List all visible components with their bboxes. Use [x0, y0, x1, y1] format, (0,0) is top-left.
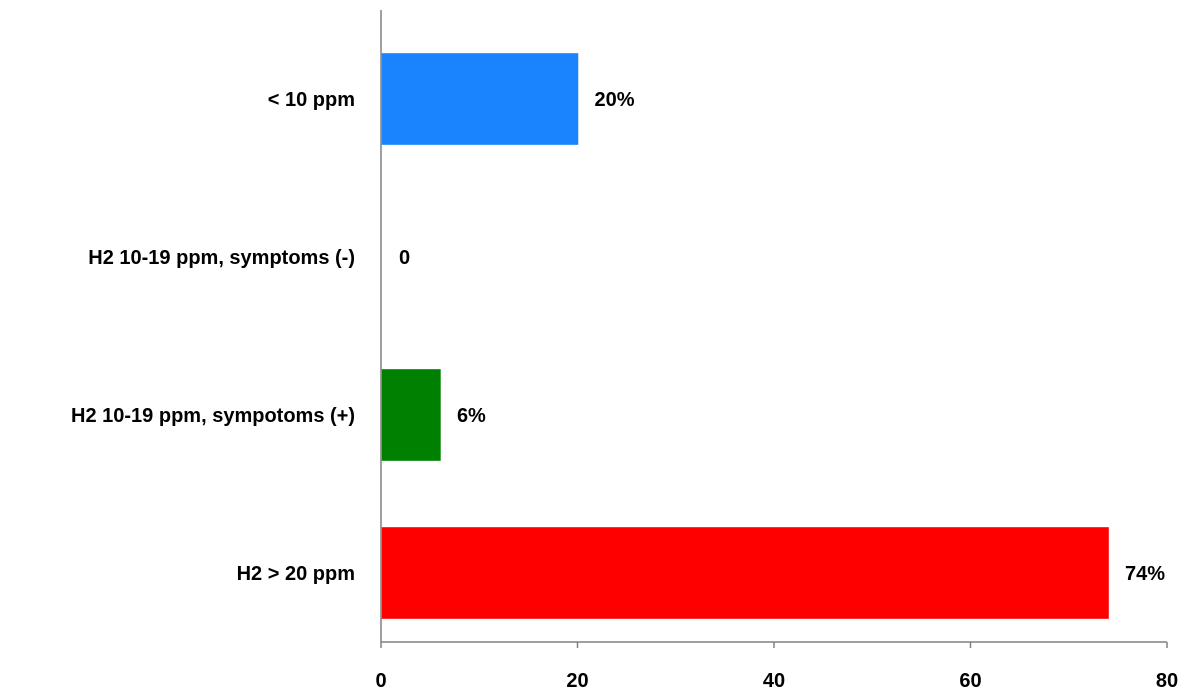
data-label-4: 74% — [1125, 563, 1165, 585]
category-label-4: H2 > 20 ppm — [237, 563, 355, 585]
category-label-3: H2 10-19 ppm, sympotoms (+) — [71, 405, 355, 427]
x-tick-label-4: 60 — [959, 670, 981, 692]
x-tick-label-3: 40 — [763, 670, 785, 692]
ticks-layer: 0 20 40 60 80 — [375, 642, 1178, 692]
x-tick-label-5: 80 — [1156, 670, 1178, 692]
x-tick-label-1: 0 — [375, 670, 386, 692]
category-label-2: H2 10-19 ppm, symptoms (-) — [88, 247, 355, 269]
data-label-2: 0 — [399, 247, 410, 269]
bar-4 — [381, 527, 1109, 619]
bar-1 — [381, 53, 579, 145]
category-label-1: < 10 ppm — [268, 89, 355, 111]
data-label-3: 6% — [457, 405, 486, 427]
bars-layer — [381, 53, 1109, 619]
x-tick-label-2: 20 — [566, 670, 588, 692]
labels-layer: < 10 ppm 20% H2 10-19 ppm, symptoms (-) 0 H2… — [71, 89, 1165, 585]
bar-3 — [381, 369, 441, 461]
data-label-1: 20% — [595, 89, 635, 111]
